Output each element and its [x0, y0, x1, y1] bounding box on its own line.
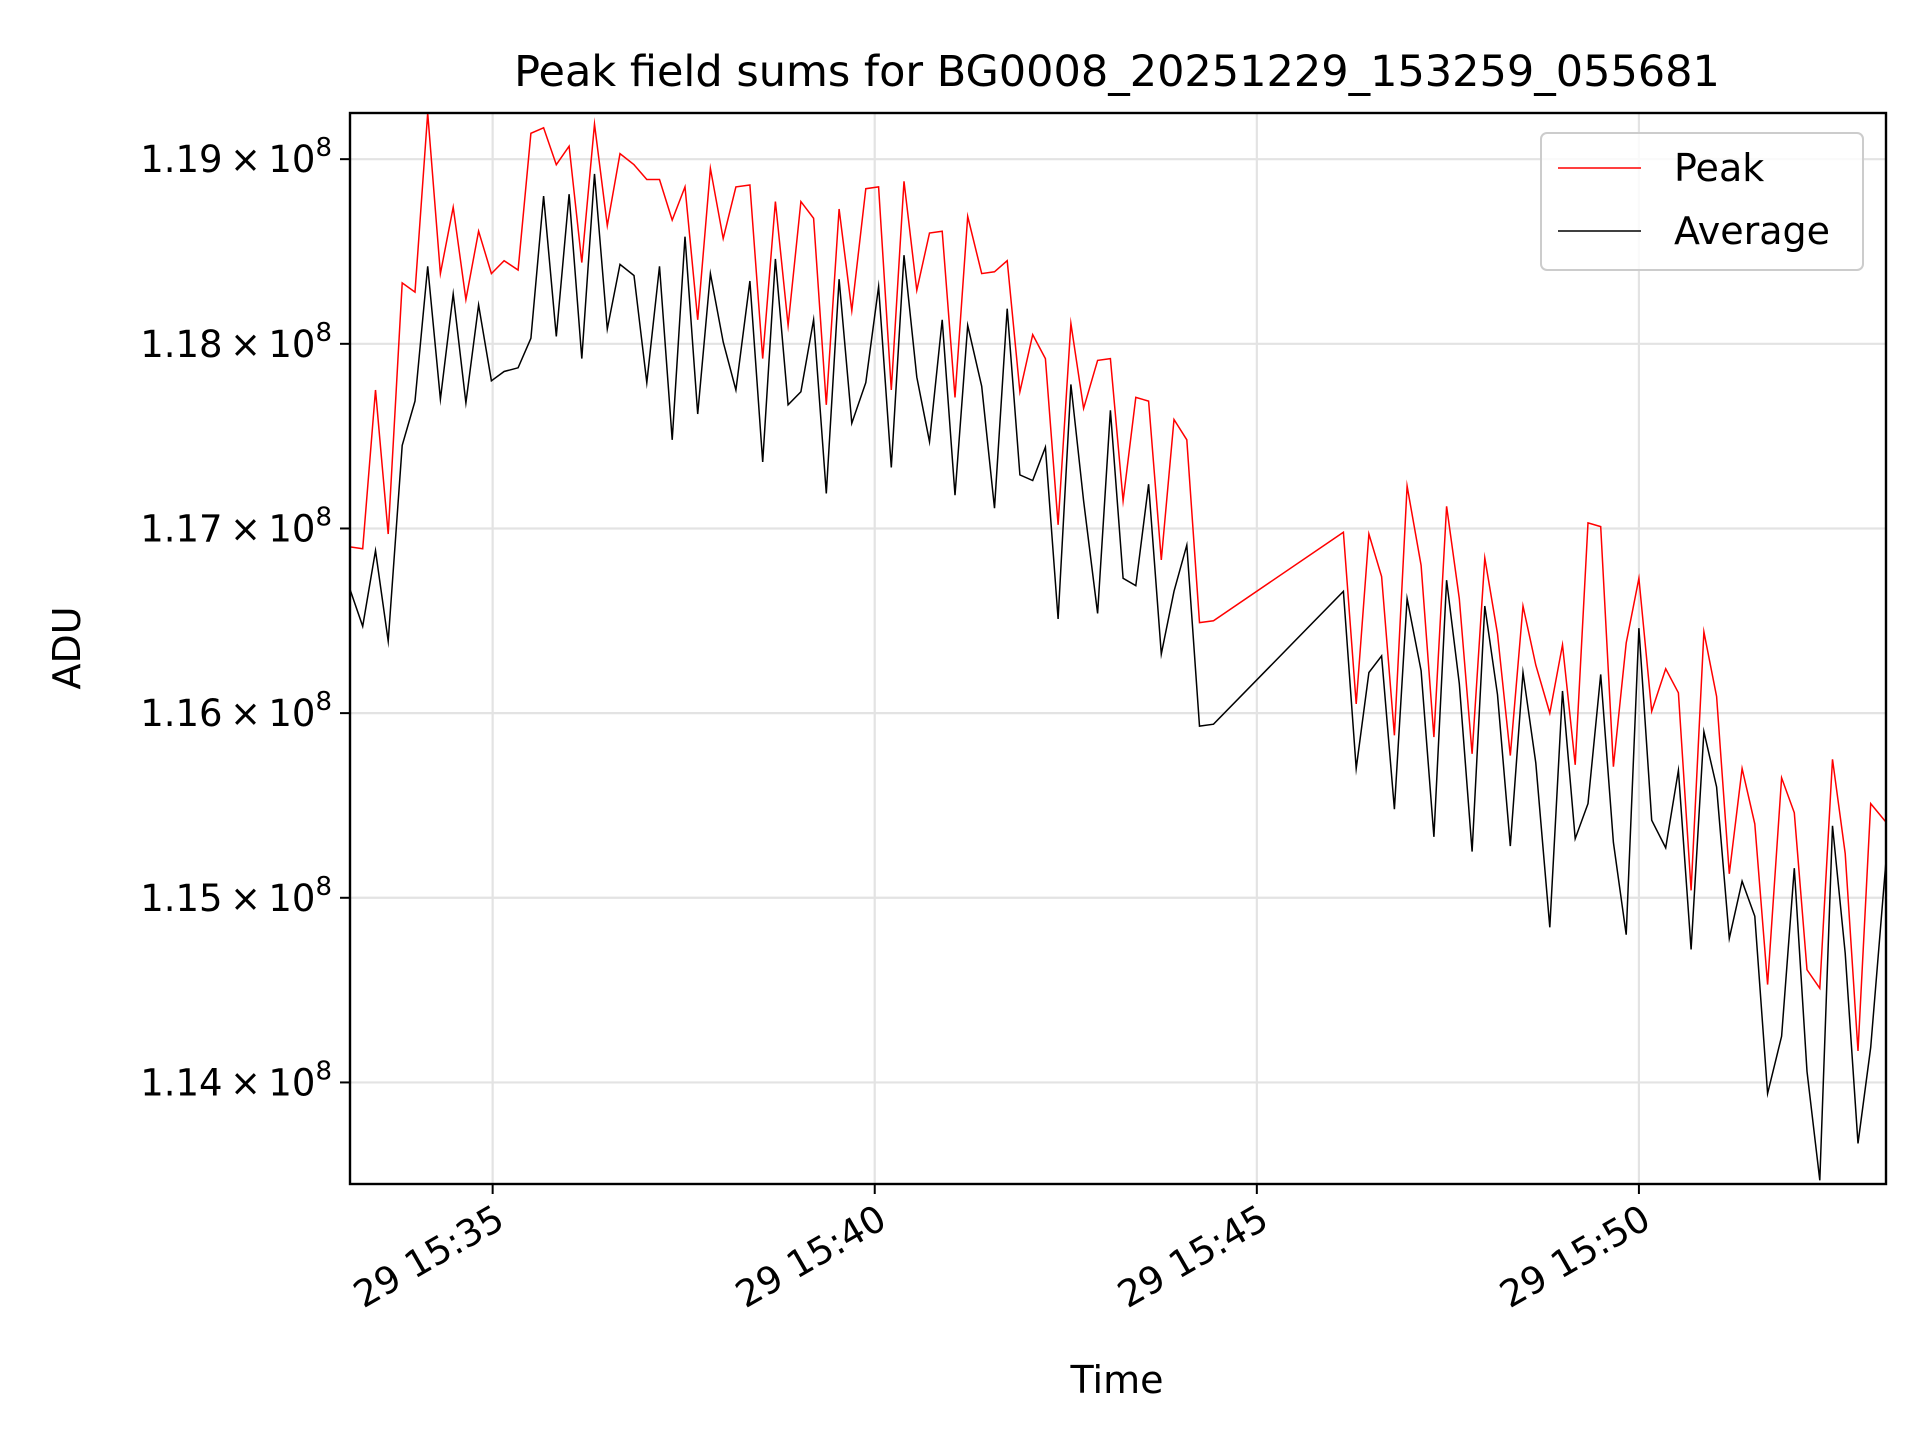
- series-line-peak: [349, 112, 1887, 1052]
- x-axis-label: Time: [1070, 1358, 1164, 1402]
- legend-label-peak: Peak: [1674, 146, 1764, 190]
- y-tick-label: 1.18 × 108: [140, 318, 332, 366]
- y-tick-label: 1.19 × 108: [140, 133, 332, 181]
- series-line-average: [349, 173, 1887, 1181]
- y-tick-label: 1.14 × 108: [140, 1056, 332, 1104]
- legend-label-average: Average: [1674, 209, 1830, 253]
- y-tick-label: 1.15 × 108: [140, 872, 332, 920]
- series-lines: [349, 112, 1887, 1181]
- y-axis-ticks: 1.14 × 108 1.15 × 108 1.16 × 108 1.17 × 108…: [140, 133, 350, 1104]
- y-axis-label: ADU: [45, 606, 89, 689]
- chart-title: Peak field sums for BG0008_20251229_1532…: [514, 47, 1720, 97]
- plot-frame: [348, 111, 1888, 1186]
- y-tick-label: 1.17 × 108: [140, 502, 332, 550]
- legend: Peak Average: [1540, 132, 1864, 271]
- grid: [350, 113, 1886, 1184]
- y-tick-label: 1.16 × 108: [140, 687, 332, 735]
